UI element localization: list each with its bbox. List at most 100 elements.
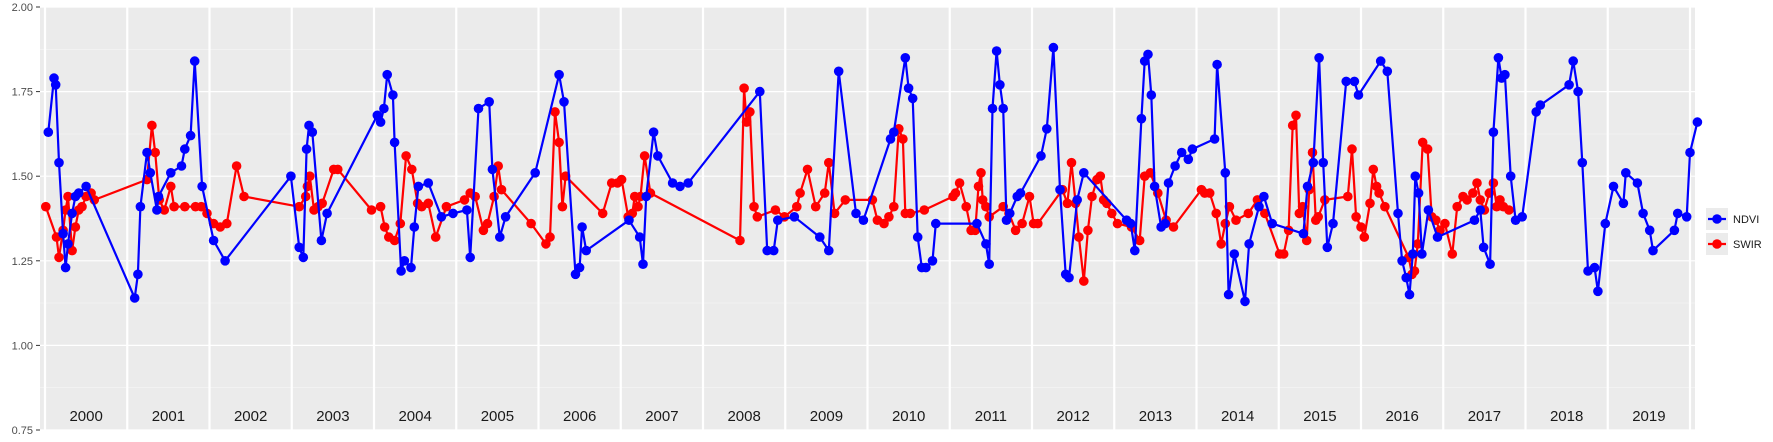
data-point-ndvi bbox=[1417, 249, 1427, 259]
data-point-swir bbox=[496, 184, 507, 195]
data-point-ndvi bbox=[1149, 181, 1160, 192]
data-point-ndvi bbox=[815, 232, 825, 242]
data-point-ndvi bbox=[43, 127, 54, 137]
data-point-swir bbox=[1083, 225, 1093, 236]
data-point-swir bbox=[1472, 178, 1482, 188]
legend-label: NDVI bbox=[1733, 214, 1759, 226]
data-point-swir bbox=[1313, 212, 1323, 222]
data-point-swir bbox=[792, 201, 802, 212]
data-point-swir bbox=[1417, 137, 1428, 148]
data-point-ndvi bbox=[60, 262, 71, 273]
data-point-ndvi bbox=[1672, 208, 1683, 219]
year-labels: 2000 2001 2002 2003 2004 2005 2006 2007 2008 2009… bbox=[69, 408, 1665, 425]
data-point-ndvi bbox=[1298, 228, 1309, 239]
data-point-swir bbox=[1374, 188, 1384, 198]
data-point-swir bbox=[70, 222, 81, 232]
data-point-ndvi bbox=[379, 103, 389, 114]
data-point-swir bbox=[1010, 225, 1021, 236]
year-label: 2002 bbox=[234, 408, 267, 425]
data-point-ndvi bbox=[921, 262, 931, 273]
data-point-swir bbox=[441, 201, 452, 212]
data-point-swir bbox=[1440, 218, 1450, 229]
data-point-ndvi bbox=[1212, 59, 1222, 70]
data-point-ndvi bbox=[73, 188, 84, 198]
data-point-ndvi bbox=[1500, 69, 1510, 80]
data-point-ndvi bbox=[1302, 181, 1313, 192]
data-point-ndvi bbox=[1621, 168, 1631, 178]
data-point-ndvi bbox=[197, 181, 207, 192]
data-point-swir bbox=[1112, 218, 1123, 229]
data-point-ndvi bbox=[1187, 144, 1198, 154]
data-point-swir bbox=[745, 107, 755, 117]
data-point-ndvi bbox=[1517, 212, 1527, 222]
data-point-ndvi bbox=[473, 103, 484, 114]
data-point-ndvi bbox=[1136, 113, 1147, 124]
data-point-ndvi bbox=[903, 83, 914, 93]
data-point-ndvi bbox=[500, 212, 511, 222]
data-point-ndvi bbox=[1589, 262, 1600, 273]
data-point-ndvi bbox=[50, 80, 61, 90]
data-point-ndvi bbox=[63, 239, 73, 249]
data-point-swir bbox=[950, 188, 961, 198]
data-point-ndvi bbox=[220, 255, 230, 266]
y-tick-label: 1.75 bbox=[12, 87, 33, 99]
data-point-swir bbox=[824, 157, 834, 168]
data-point-ndvi bbox=[984, 259, 994, 270]
data-point-swir bbox=[1351, 212, 1361, 222]
data-point-ndvi bbox=[1632, 178, 1643, 188]
data-point-ndvi bbox=[1072, 195, 1082, 205]
data-point-ndvi bbox=[1408, 249, 1418, 259]
data-point-swir bbox=[222, 218, 232, 229]
data-point-swir bbox=[150, 147, 160, 158]
data-point-ndvi bbox=[1648, 245, 1658, 256]
data-point-ndvi bbox=[448, 208, 458, 219]
data-point-swir bbox=[1211, 208, 1221, 219]
year-label: 2018 bbox=[1550, 408, 1583, 425]
data-point-swir bbox=[795, 188, 805, 198]
data-point-ndvi bbox=[1267, 218, 1277, 229]
y-tick-label: 1.00 bbox=[12, 340, 33, 352]
data-point-swir bbox=[333, 164, 343, 175]
data-point-swir bbox=[470, 191, 481, 202]
data-point-ndvi bbox=[981, 239, 991, 249]
data-point-ndvi bbox=[54, 157, 64, 168]
data-point-ndvi bbox=[307, 127, 318, 137]
data-point-swir bbox=[1347, 144, 1357, 154]
data-point-ndvi bbox=[1259, 191, 1269, 202]
data-point-swir bbox=[1243, 208, 1254, 219]
data-point-swir bbox=[1079, 276, 1089, 286]
data-point-ndvi bbox=[142, 147, 152, 158]
data-point-ndvi bbox=[1393, 208, 1403, 219]
data-point-swir bbox=[973, 181, 984, 192]
data-point-ndvi bbox=[1478, 242, 1489, 253]
series-line-ndvi bbox=[47, 46, 1699, 303]
data-point-swir bbox=[423, 198, 434, 209]
y-tick-label: 0.75 bbox=[12, 425, 33, 437]
data-point-ndvi bbox=[129, 293, 140, 303]
data-point-ndvi bbox=[1254, 201, 1264, 212]
data-point-ndvi bbox=[406, 262, 416, 273]
data-point-ndvi bbox=[907, 93, 918, 104]
data-point-ndvi bbox=[1382, 66, 1393, 77]
data-point-ndvi bbox=[388, 90, 398, 100]
data-point-swir bbox=[482, 218, 493, 229]
data-point-ndvi bbox=[153, 191, 164, 202]
data-point-ndvi bbox=[396, 266, 406, 276]
data-point-ndvi bbox=[1488, 127, 1499, 137]
legend-item-ndvi: NDVI bbox=[1706, 208, 1759, 230]
data-point-ndvi bbox=[530, 168, 540, 178]
data-point-ndvi bbox=[301, 144, 312, 154]
year-label: 2010 bbox=[892, 408, 925, 425]
data-point-swir bbox=[526, 218, 536, 229]
data-point-swir bbox=[889, 201, 899, 212]
data-point-swir bbox=[459, 195, 470, 205]
data-point-ndvi bbox=[1036, 151, 1046, 161]
legend-key-marker bbox=[1712, 239, 1722, 249]
data-point-swir bbox=[1074, 232, 1084, 242]
data-point-ndvi bbox=[1423, 205, 1434, 215]
data-point-swir bbox=[389, 235, 400, 246]
data-point-ndvi bbox=[1183, 154, 1194, 165]
data-point-ndvi bbox=[389, 137, 400, 148]
data-point-ndvi bbox=[1593, 286, 1603, 297]
